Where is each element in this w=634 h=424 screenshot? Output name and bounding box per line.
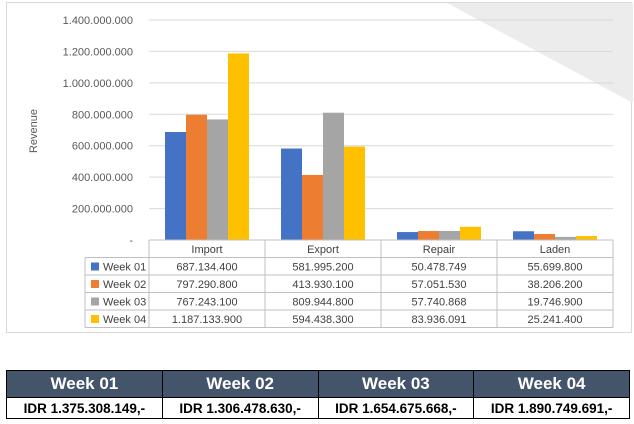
data-label: 1.187.133.900 bbox=[172, 314, 242, 326]
bar bbox=[281, 148, 302, 240]
legend-swatch bbox=[91, 315, 99, 323]
y-tick-label: 400.000.000 bbox=[72, 172, 133, 184]
corner-decoration bbox=[447, 3, 633, 103]
data-label: 797.290.800 bbox=[176, 279, 237, 291]
y-tick-label: 200.000.000 bbox=[72, 204, 133, 216]
y-tick-label: 600.000.000 bbox=[72, 141, 133, 153]
bars bbox=[165, 53, 597, 241]
bar bbox=[397, 232, 418, 240]
data-label: 38.206.200 bbox=[527, 279, 582, 291]
total-value-week-01: IDR 1.375.308.149,- bbox=[6, 397, 163, 419]
legend-entry: Week 01 bbox=[103, 262, 146, 274]
chart-canvas: - 200.000.000 400.000.000 600.000.000 800.00… bbox=[28, 3, 633, 328]
data-label: 19.746.900 bbox=[527, 297, 582, 309]
legend-swatch bbox=[91, 280, 99, 288]
legend-entry: Week 04 bbox=[103, 314, 146, 326]
bar bbox=[513, 231, 534, 240]
total-header-week-01: Week 01 bbox=[6, 370, 163, 398]
bar bbox=[439, 230, 460, 240]
data-label: 687.134.400 bbox=[176, 262, 237, 274]
weekly-totals-table: Week 01 Week 02 Week 03 Week 04 IDR 1.37… bbox=[6, 370, 630, 419]
category-label: Laden bbox=[540, 244, 571, 256]
bar bbox=[228, 53, 249, 241]
bar bbox=[302, 174, 323, 240]
bar bbox=[165, 132, 186, 240]
data-label: 50.478.749 bbox=[411, 262, 466, 274]
revenue-chart: - 200.000.000 400.000.000 600.000.000 800.00… bbox=[6, 2, 633, 333]
data-label: 57.740.868 bbox=[411, 297, 466, 309]
legend-entry: Week 03 bbox=[103, 297, 146, 309]
data-label: 55.699.800 bbox=[527, 262, 582, 274]
bar bbox=[534, 233, 555, 240]
bar bbox=[186, 114, 207, 240]
y-axis-ticks: - 200.000.000 400.000.000 600.000.000 800.00… bbox=[63, 15, 134, 247]
category-label: Repair bbox=[423, 244, 456, 256]
total-value-week-03: IDR 1.654.675.668,- bbox=[317, 397, 475, 419]
y-tick-label: 1.000.000.000 bbox=[63, 78, 133, 90]
bar bbox=[323, 112, 344, 240]
y-tick-label: 800.000.000 bbox=[72, 109, 133, 121]
bar bbox=[344, 146, 365, 240]
category-label: Export bbox=[307, 244, 339, 256]
bar bbox=[555, 236, 576, 240]
category-label: Import bbox=[191, 244, 222, 256]
data-label: 57.051.530 bbox=[411, 279, 466, 291]
data-label: 413.930.100 bbox=[292, 279, 353, 291]
y-axis-label: Revenue bbox=[28, 109, 40, 153]
data-label: 83.936.091 bbox=[411, 314, 466, 326]
y-tick-label: 1.400.000.000 bbox=[63, 15, 133, 27]
legend-swatch bbox=[91, 297, 99, 306]
bar bbox=[576, 236, 597, 240]
total-value-week-02: IDR 1.306.478.630,- bbox=[161, 397, 319, 419]
legend-swatch bbox=[91, 262, 99, 271]
data-label: 581.995.200 bbox=[292, 262, 353, 274]
bar bbox=[207, 119, 228, 240]
bar bbox=[460, 226, 481, 240]
legend-entry: Week 02 bbox=[103, 279, 146, 291]
data-label: 25.241.400 bbox=[527, 314, 582, 326]
data-label: 809.944.800 bbox=[292, 297, 353, 309]
data-table: Import Export Repair Laden Week 01 687.134.40… bbox=[84, 239, 614, 328]
y-tick-label: 1.200.000.000 bbox=[63, 46, 133, 58]
data-label: 767.243.100 bbox=[176, 297, 237, 309]
total-header-week-03: Week 03 bbox=[317, 370, 475, 398]
y-tick-label: - bbox=[129, 235, 133, 247]
data-label: 594.438.300 bbox=[292, 314, 353, 326]
bar bbox=[418, 231, 439, 240]
total-value-week-04: IDR 1.890.749.691,- bbox=[473, 397, 630, 419]
total-header-week-04: Week 04 bbox=[473, 370, 630, 398]
total-header-week-02: Week 02 bbox=[161, 370, 319, 398]
